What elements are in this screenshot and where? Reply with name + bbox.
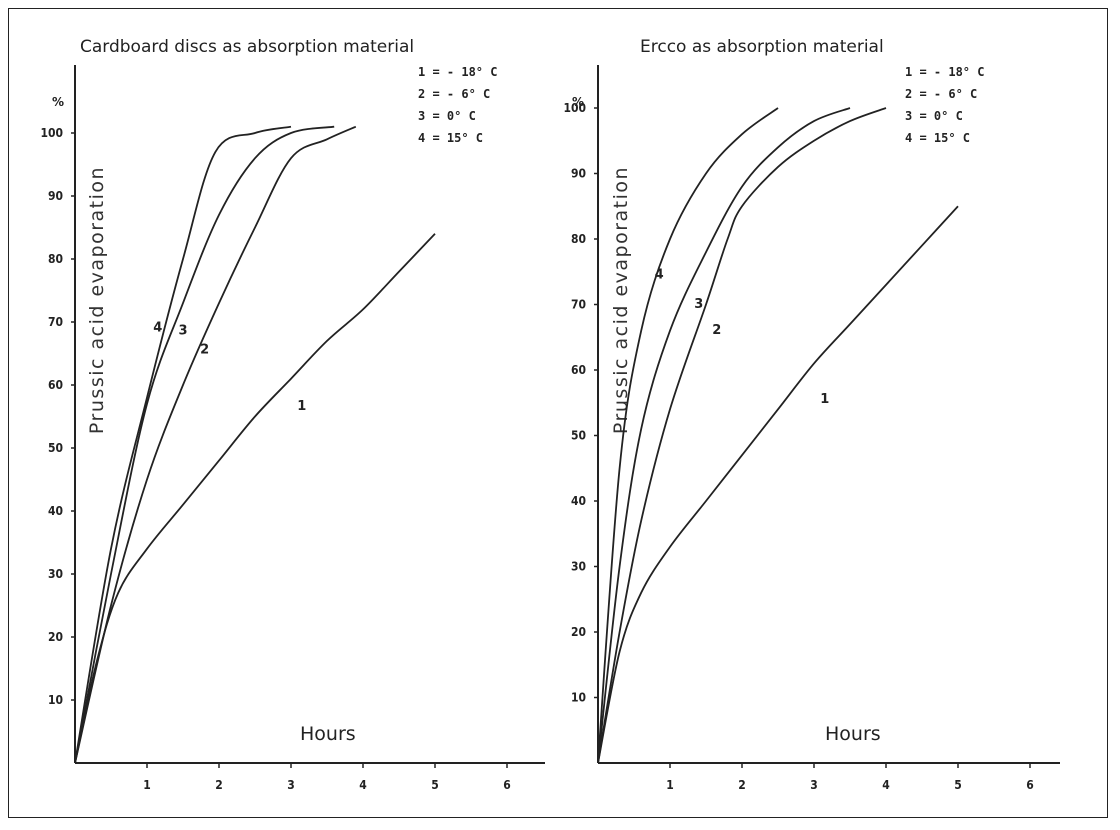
y-tick-label: 80 (571, 232, 586, 246)
curve-label-3: 3 (178, 324, 187, 339)
chart-panel-1: Cardboard discs as absorption material% 1… (40, 37, 545, 792)
chart-title: Cardboard discs as absorption material (80, 37, 414, 57)
y-tick-label: 70 (48, 315, 63, 329)
x-tick-label: 4 (359, 778, 367, 792)
legend-entry-3: 3 = 0° C (905, 109, 963, 123)
y-tick-label: 80 (48, 252, 63, 266)
curve-label-3: 3 (694, 297, 703, 312)
x-tick-label: 6 (503, 778, 511, 792)
y-tick-label: 60 (48, 378, 63, 392)
x-tick-label: 3 (810, 778, 818, 792)
x-tick-label: 1 (666, 778, 674, 792)
series-line-2 (597, 107, 887, 764)
chart-panel-2: Ercco as absorption material% 10 20 30 40 50 6… (563, 37, 1060, 792)
x-tick-label: 4 (882, 778, 890, 792)
x-axis-label: Hours (825, 723, 881, 745)
legend-entry-1: 1 = - 18° C (905, 65, 984, 79)
y-tick-label: 90 (48, 189, 63, 203)
y-tick-label: 20 (48, 630, 63, 644)
curve-label-4: 4 (655, 267, 664, 282)
x-tick-label: 6 (1026, 778, 1034, 792)
series-line-3 (74, 125, 335, 764)
curve-label-1: 1 (297, 399, 306, 414)
legend-entry-2: 2 = - 6° C (905, 87, 977, 101)
legend-entry-2: 2 = - 6° C (418, 87, 490, 101)
y-tick-label: 10 (48, 693, 63, 707)
figure-frame (8, 8, 1108, 818)
y-tick-label: 60 (571, 363, 586, 377)
y-tick-label: 30 (571, 560, 586, 574)
y-axis-unit: % (52, 95, 64, 109)
curve-label-4: 4 (153, 320, 162, 335)
y-tick-label: 100 (563, 101, 586, 115)
legend-entry-4: 4 = 15° C (905, 131, 970, 145)
series-line-2 (74, 125, 357, 764)
series-line-1 (597, 205, 959, 764)
y-tick-label: 90 (571, 167, 586, 181)
legend-entry-4: 4 = 15° C (418, 131, 483, 145)
x-tick-label: 3 (287, 778, 295, 792)
x-tick-label: 2 (215, 778, 223, 792)
y-tick-label: 10 (571, 691, 586, 705)
curve-label-2: 2 (712, 323, 721, 338)
legend-entry-3: 3 = 0° C (418, 109, 476, 123)
legend: 1 = - 18° C 2 = - 6° C 3 = 0° C 4 = 15° C (905, 65, 984, 145)
y-axis-unit: % (572, 95, 584, 109)
series-line-4 (74, 125, 292, 764)
y-axis-label: Prussic acid evaporation (610, 166, 632, 434)
y-tick-label: 50 (48, 441, 63, 455)
y-tick-label: 50 (571, 429, 586, 443)
legend-entry-1: 1 = - 18° C (418, 65, 497, 79)
x-tick-label: 2 (738, 778, 746, 792)
curve-label-2: 2 (200, 343, 209, 358)
series-line-1 (74, 233, 436, 764)
curve-label-1: 1 (820, 392, 829, 407)
y-tick-label: 40 (48, 504, 63, 518)
y-axis-label: Prussic acid evaporation (86, 166, 108, 434)
x-tick-label: 1 (143, 778, 151, 792)
chart-title: Ercco as absorption material (640, 37, 884, 57)
y-tick-label: 70 (571, 298, 586, 312)
y-tick-label: 40 (571, 494, 586, 508)
y-tick-label: 100 (40, 126, 63, 140)
series-line-4 (597, 107, 779, 764)
x-axis-label: Hours (300, 723, 356, 745)
y-tick-label: 20 (571, 625, 586, 639)
y-tick-label: 30 (48, 567, 63, 581)
x-tick-label: 5 (431, 778, 439, 792)
series-line-3 (597, 107, 851, 764)
legend: 1 = - 18° C 2 = - 6° C 3 = 0° C 4 = 15° C (418, 65, 497, 145)
x-tick-label: 5 (954, 778, 962, 792)
